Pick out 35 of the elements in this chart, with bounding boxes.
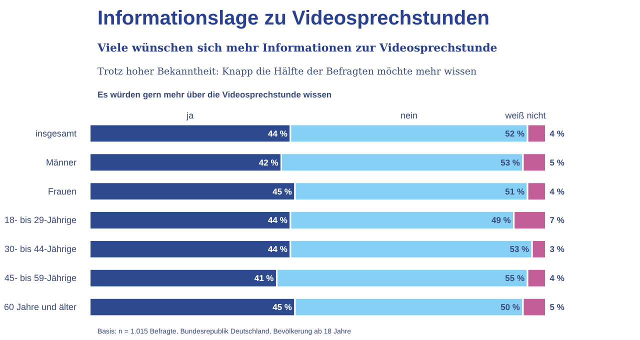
data-label: 45 % <box>272 302 292 312</box>
y-tick-label: 30- bis 44-Jährige <box>4 244 77 254</box>
series-label: ja <box>186 110 194 120</box>
y-tick-label: 45- bis 59-Jährige <box>4 273 77 284</box>
data-label: 5 % <box>550 157 565 168</box>
data-label: 4 % <box>550 128 565 138</box>
y-tick-label: 60 Jahre und älter <box>4 302 77 312</box>
y-tick-label: 18- bis 29-Jährige <box>4 215 77 226</box>
chart-subtitle: Viele wünschen sich mehr Informationen zur Videosprechstunde <box>96 42 498 54</box>
data-label: 5 % <box>550 302 565 312</box>
data-label: 42 % <box>258 157 279 168</box>
data-label: 4 % <box>550 186 565 196</box>
series-label: nein <box>400 110 418 120</box>
data-label: 53 % <box>510 244 530 254</box>
data-label: 55 % <box>505 273 525 284</box>
data-label: 41 % <box>254 273 274 284</box>
text: Es würden gern mehr über die Videosprechstunde wissen <box>98 90 332 100</box>
y-tick-label: Männer <box>46 157 77 168</box>
data-label: 4 % <box>550 273 565 284</box>
data-label: 45 % <box>272 186 292 196</box>
data-label: 7 % <box>550 215 565 226</box>
data-label: 44 % <box>268 244 288 254</box>
data-label: 44 % <box>268 128 288 138</box>
data-label: 52 % <box>505 128 525 138</box>
data-label: 3 % <box>550 244 565 254</box>
data-label: 49 % <box>491 215 512 226</box>
y-tick-label: insgesamt <box>35 128 77 138</box>
data-label: 51 % <box>505 186 525 196</box>
chart-title: Informationslage zu Videosprechstunden <box>98 8 490 30</box>
data-label: 50 % <box>500 302 520 312</box>
series-label: weiß nicht <box>504 110 546 120</box>
data-label: 53 % <box>500 157 520 168</box>
y-tick-label: Frauen <box>48 186 77 196</box>
text: Trotz hoher Bekanntheit: Knapp die Hälfte der Befragten möchte mehr wissen <box>98 66 477 78</box>
data-label: 44 % <box>268 215 288 226</box>
